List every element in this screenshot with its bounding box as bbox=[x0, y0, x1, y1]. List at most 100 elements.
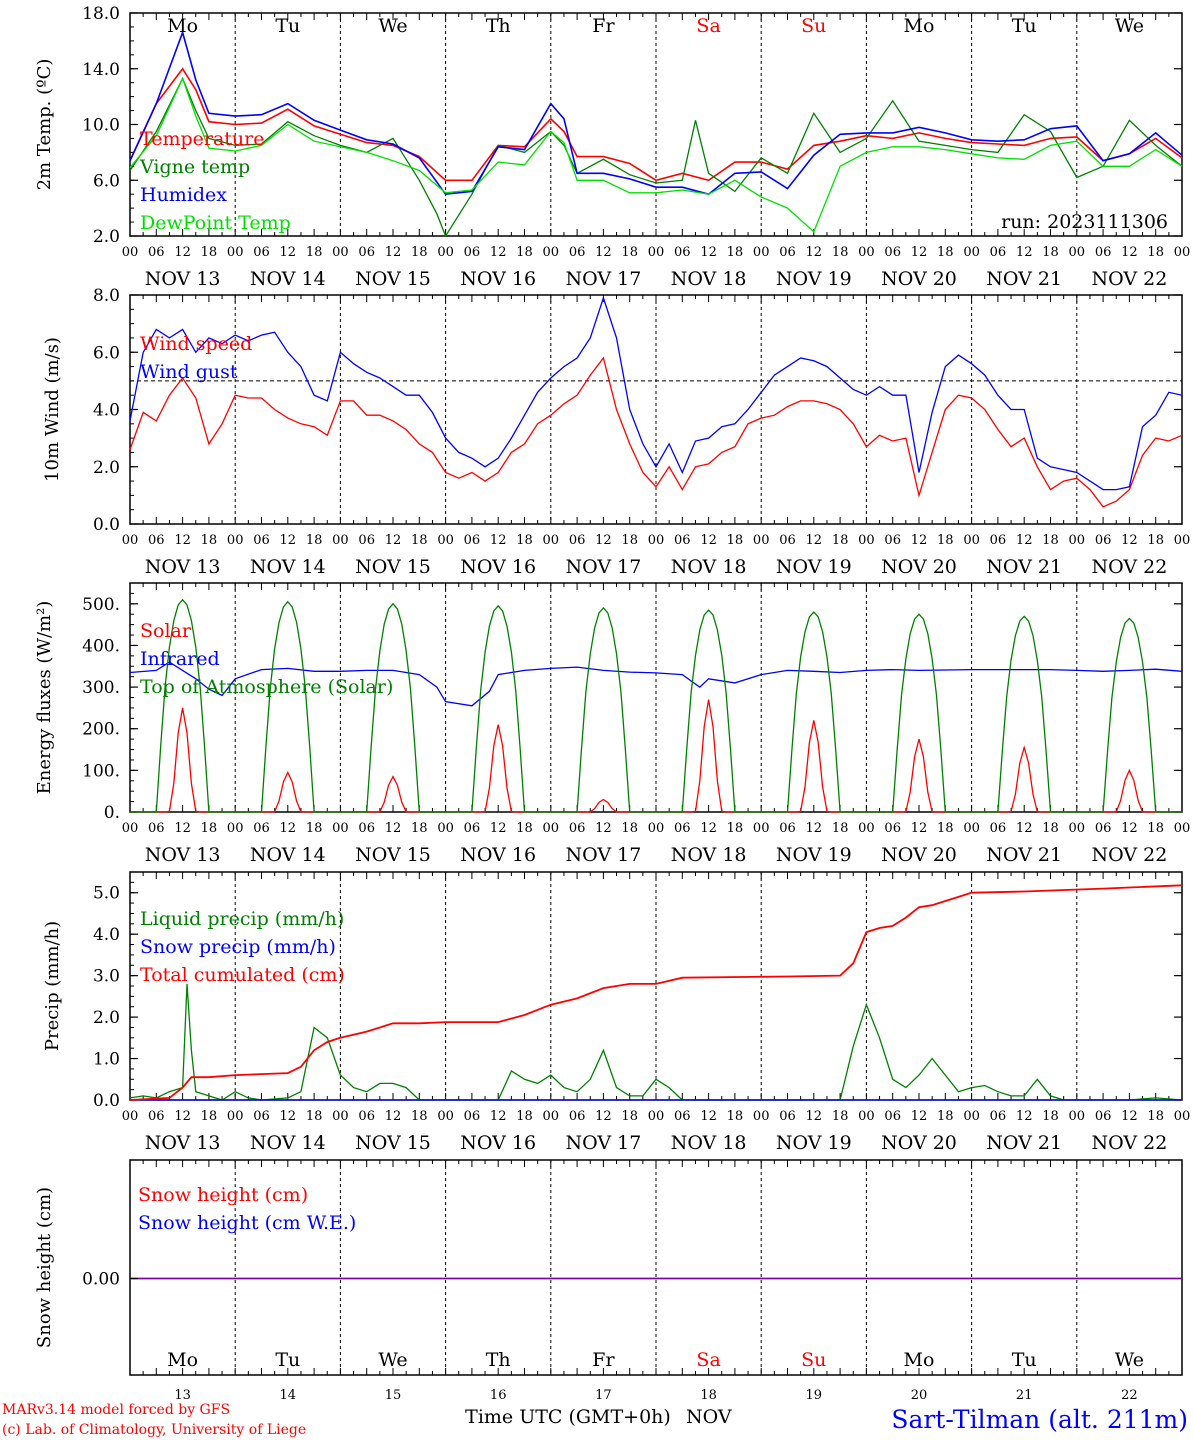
weekday-label: We bbox=[378, 15, 407, 37]
y-tick-label: 300. bbox=[82, 678, 120, 698]
hour-tick-label: 00 bbox=[437, 533, 454, 548]
hour-tick-label: 00 bbox=[858, 1109, 875, 1124]
series-line-1 bbox=[129, 661, 1183, 707]
hour-tick-label: 06 bbox=[884, 821, 901, 836]
hour-tick-label: 06 bbox=[569, 533, 586, 548]
hour-tick-label: 12 bbox=[385, 1109, 402, 1124]
weekday-label: Mo bbox=[904, 1349, 935, 1371]
hour-tick-label: 00 bbox=[332, 821, 349, 836]
hour-tick-label: 06 bbox=[779, 1109, 796, 1124]
y-tick-label: 100. bbox=[82, 761, 120, 781]
hour-tick-label: 12 bbox=[1016, 245, 1033, 260]
day-label: NOV 15 bbox=[355, 268, 431, 290]
hour-tick-label: 00 bbox=[1069, 245, 1086, 260]
hour-tick-label: 00 bbox=[858, 821, 875, 836]
hour-tick-label: 06 bbox=[884, 533, 901, 548]
hour-tick-label: 06 bbox=[253, 821, 270, 836]
hour-tick-label: 12 bbox=[1121, 533, 1138, 548]
legend-entry: Infrared bbox=[140, 648, 220, 670]
legend-entry: Top of Atmosphere (Solar) bbox=[140, 676, 393, 698]
hour-tick-label: 00 bbox=[543, 821, 560, 836]
legend-entry: Snow height (cm W.E.) bbox=[138, 1212, 356, 1234]
hour-tick-label: 00 bbox=[543, 1109, 560, 1124]
weekday-label: Tu bbox=[275, 15, 300, 37]
hour-tick-label: 18 bbox=[1042, 533, 1059, 548]
hour-tick-label: 06 bbox=[990, 1109, 1007, 1124]
day-label: NOV 14 bbox=[250, 844, 326, 866]
day-label: NOV 13 bbox=[145, 556, 221, 578]
y-tick-label: 6.0 bbox=[93, 343, 120, 363]
hour-tick-label: 12 bbox=[806, 245, 823, 260]
y-tick-label: 0. bbox=[104, 803, 120, 823]
hour-tick-label: 00 bbox=[122, 533, 139, 548]
day-number: 15 bbox=[385, 1388, 402, 1403]
hour-tick-label: 06 bbox=[569, 821, 586, 836]
hour-tick-label: 06 bbox=[884, 1109, 901, 1124]
y-axis-label: Precip (mm/h) bbox=[42, 921, 63, 1051]
legend-entry: Humidex bbox=[140, 184, 227, 206]
day-label: NOV 19 bbox=[776, 844, 852, 866]
day-number: 20 bbox=[911, 1388, 928, 1403]
series-line-1 bbox=[129, 295, 1183, 491]
hour-tick-label: 00 bbox=[543, 533, 560, 548]
hour-tick-label: 06 bbox=[1095, 533, 1112, 548]
y-tick-label: 1.0 bbox=[93, 1050, 120, 1070]
y-tick-label: 8.0 bbox=[93, 286, 120, 306]
day-number: 21 bbox=[1016, 1388, 1033, 1403]
hour-tick-label: 18 bbox=[621, 245, 638, 260]
y-tick-label: 6.0 bbox=[93, 171, 120, 191]
hour-tick-label: 12 bbox=[911, 245, 928, 260]
day-label: NOV 20 bbox=[881, 844, 957, 866]
y-tick-label: 4.0 bbox=[93, 925, 120, 945]
day-label: NOV 18 bbox=[671, 556, 747, 578]
hour-tick-label: 00 bbox=[122, 1109, 139, 1124]
hour-tick-label: 00 bbox=[122, 821, 139, 836]
hour-tick-label: 00 bbox=[858, 245, 875, 260]
hour-tick-label: 18 bbox=[937, 245, 954, 260]
hour-tick-label: 00 bbox=[227, 533, 244, 548]
hour-tick-label: 12 bbox=[806, 533, 823, 548]
run-label: run: 2023111306 bbox=[1001, 211, 1168, 233]
day-label: NOV 17 bbox=[565, 844, 641, 866]
hour-tick-label: 00 bbox=[963, 821, 980, 836]
hour-tick-label: 18 bbox=[1042, 245, 1059, 260]
credit-line-2: (c) Lab. of Climatology, University of L… bbox=[2, 1422, 306, 1438]
hour-tick-label: 18 bbox=[937, 1109, 954, 1124]
day-label: NOV 19 bbox=[776, 1132, 852, 1154]
day-label: NOV 14 bbox=[250, 556, 326, 578]
hour-tick-label: 06 bbox=[674, 245, 691, 260]
day-label: NOV 15 bbox=[355, 556, 431, 578]
hour-tick-label: 18 bbox=[1147, 821, 1164, 836]
y-tick-label: 0.0 bbox=[93, 515, 120, 535]
hour-tick-label: 18 bbox=[411, 821, 428, 836]
y-tick-label: 4.0 bbox=[93, 401, 120, 421]
hour-tick-label: 00 bbox=[437, 245, 454, 260]
y-tick-label: 2.0 bbox=[93, 227, 120, 247]
hour-tick-label: 00 bbox=[122, 245, 139, 260]
hour-tick-label: 00 bbox=[753, 245, 770, 260]
hour-tick-label: 12 bbox=[490, 245, 507, 260]
weekday-label: We bbox=[1115, 15, 1144, 37]
y-axis-label: 10m Wind (m/s) bbox=[42, 337, 63, 482]
hour-tick-label: 12 bbox=[911, 1109, 928, 1124]
hour-tick-label: 18 bbox=[411, 533, 428, 548]
hour-tick-label: 00 bbox=[963, 245, 980, 260]
hour-tick-label: 00 bbox=[227, 1109, 244, 1124]
precipitation-panel: 0.0 1.0 2.0 3.0 4.0 5.0 Precip (mm/h) Liquid pr… bbox=[42, 871, 1190, 1154]
hour-tick-label: 18 bbox=[306, 245, 323, 260]
legend-entry: Liquid precip (mm/h) bbox=[140, 908, 344, 930]
day-number: 18 bbox=[700, 1388, 717, 1403]
day-label: NOV 18 bbox=[671, 1132, 747, 1154]
credit-line-1: MARv3.14 model forced by GFS bbox=[2, 1402, 230, 1418]
day-number: 16 bbox=[490, 1388, 507, 1403]
hour-tick-label: 18 bbox=[832, 1109, 849, 1124]
y-axis-label: Snow height (cm) bbox=[34, 1187, 55, 1348]
weekday-label: Sa bbox=[696, 1349, 720, 1371]
xaxis-title: Time UTC (GMT+0h) bbox=[465, 1406, 671, 1428]
hour-tick-label: 12 bbox=[1016, 821, 1033, 836]
hour-tick-label: 06 bbox=[148, 1109, 165, 1124]
y-tick-label: 400. bbox=[82, 636, 120, 656]
hour-tick-label: 00 bbox=[753, 533, 770, 548]
hour-tick-label: 18 bbox=[727, 533, 744, 548]
